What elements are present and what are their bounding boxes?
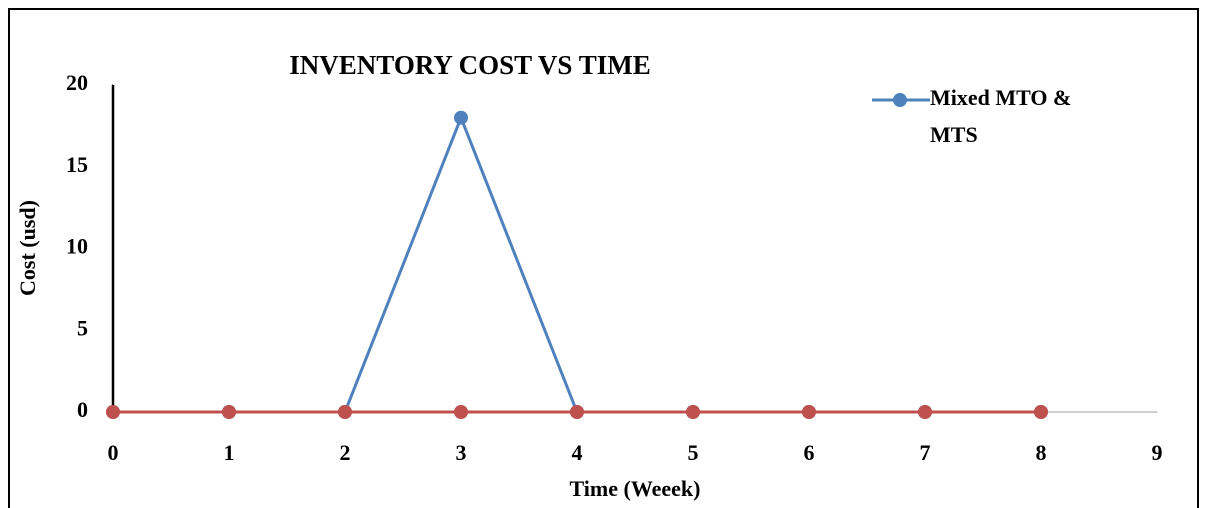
data-point xyxy=(570,405,584,419)
data-point xyxy=(1034,405,1048,419)
x-tick-label: 2 xyxy=(340,440,351,465)
data-point xyxy=(686,405,700,419)
legend-label: Mixed MTO & MTS xyxy=(930,85,1077,147)
x-axis-title: Time (Weeek) xyxy=(570,476,701,501)
x-tick-label: 3 xyxy=(456,440,467,465)
x-tick-label: 0 xyxy=(108,440,119,465)
x-tick-label: 8 xyxy=(1036,440,1047,465)
data-point xyxy=(222,405,236,419)
x-tick-label: 5 xyxy=(688,440,699,465)
data-point xyxy=(918,405,932,419)
data-point xyxy=(106,405,120,419)
y-tick-label: 0 xyxy=(77,397,88,422)
data-point xyxy=(454,110,468,125)
x-tick-label: 9 xyxy=(1152,440,1163,465)
y-tick-label: 10 xyxy=(66,234,88,259)
chart-title: INVENTORY COST VS TIME xyxy=(289,50,650,80)
data-point xyxy=(802,405,816,419)
x-tick-label: 7 xyxy=(920,440,931,465)
y-tick-label: 5 xyxy=(77,315,88,340)
data-point xyxy=(454,405,468,419)
series-line xyxy=(113,113,1041,414)
y-tick-label: 15 xyxy=(66,152,88,177)
x-tick-label: 4 xyxy=(572,440,583,465)
data-point xyxy=(338,405,352,419)
legend-marker xyxy=(893,93,907,107)
x-tick-label: 6 xyxy=(804,440,815,465)
y-tick-label: 20 xyxy=(66,70,88,95)
y-axis-title: Cost (usd) xyxy=(15,200,40,296)
chart-border xyxy=(8,8,1199,508)
x-tick-label: 1 xyxy=(224,440,235,465)
